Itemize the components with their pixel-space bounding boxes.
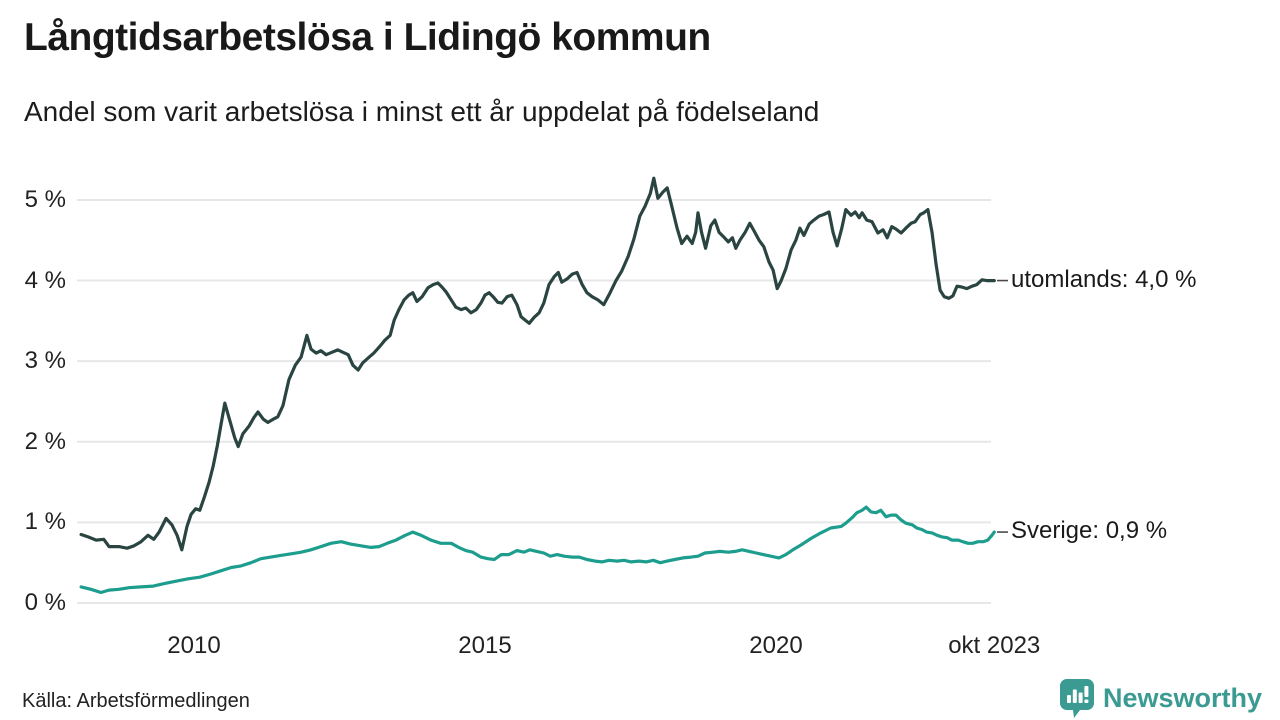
newsworthy-logo-text: Newsworthy [1102,683,1262,713]
y-axis-tick-label: 5 % [24,185,66,213]
y-axis-tick-label: 1 % [24,508,66,536]
series-line-Sverige [79,505,996,595]
source-credit: Källa: Arbetsförmedlingen [22,690,250,712]
newsworthy-logo-icon [1059,679,1094,718]
x-axis-tick-label: okt 2023 [948,632,1041,659]
series-end-label-Sverige: Sverige: 0,9 % [1011,517,1168,545]
y-axis-tick-label: 2 % [24,427,66,455]
y-axis-tick-label: 0 % [24,589,66,616]
x-axis-tick-label: 2020 [749,632,803,659]
newsworthy-logo: Newsworthy [1059,678,1262,719]
y-axis-tick-label: 3 % [24,347,66,375]
x-axis-tick-label: 2015 [458,632,512,659]
series-line-utomlands [79,176,996,552]
page-subtitle: Andel som varit arbetslösa i minst ett å… [24,96,820,127]
page-title: Långtidsarbetslösa i Lidingö kommun [24,16,711,59]
x-axis-tick-label: 2010 [167,632,221,659]
series-end-label-utomlands: utomlands: 4,0 % [1011,265,1197,293]
y-axis-tick-label: 4 % [24,266,66,294]
